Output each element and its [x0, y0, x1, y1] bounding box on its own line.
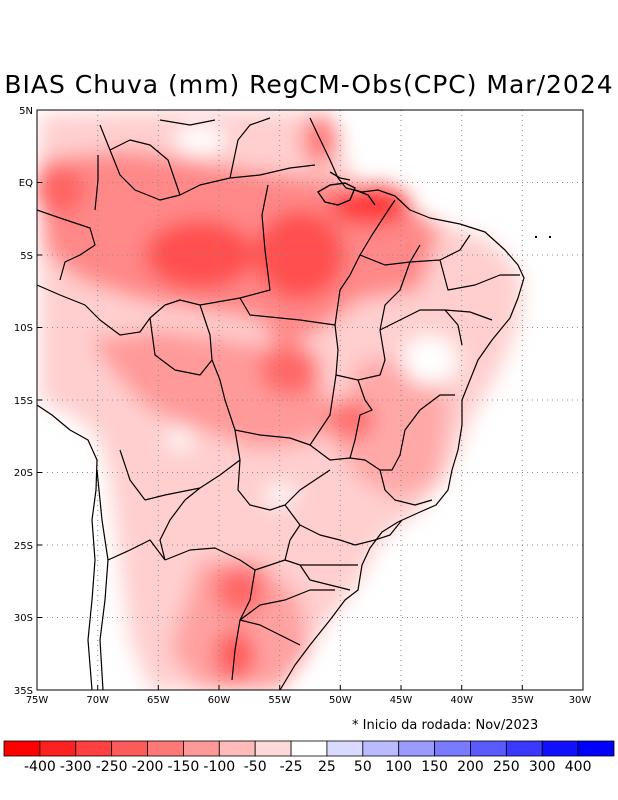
colorbar-swatch	[183, 740, 220, 757]
colorbar-label: -200	[132, 759, 164, 775]
colorbar-label: 25	[318, 759, 336, 775]
amazon-delta-islands	[316, 171, 376, 206]
colorbar-label: 300	[529, 759, 556, 775]
colorbar-swatch	[362, 740, 400, 757]
colorbar-label: 200	[457, 759, 484, 775]
lat-label: 20S	[14, 468, 33, 479]
colorbar-label: -250	[96, 759, 128, 775]
lon-label: 35W	[511, 695, 534, 706]
colorbar-label: 150	[421, 759, 448, 775]
colorbar-swatch	[577, 740, 615, 757]
colorbar-swatch	[218, 740, 256, 757]
colorbar-label: -50	[244, 759, 267, 775]
lon-label: 55W	[268, 695, 291, 706]
lon-label: 70W	[86, 695, 109, 706]
colorbar-label: -400	[24, 759, 56, 775]
lat-label: 10S	[14, 323, 33, 334]
lon-labels: 75W 70W 65W 60W 55W 50W 45W 40W 35W 30W	[26, 695, 592, 706]
lat-label: 30S	[14, 613, 33, 624]
colorbar-label: -300	[60, 759, 92, 775]
lat-label: 35S	[14, 686, 33, 697]
colorbar-swatch	[541, 740, 579, 757]
lat-label: 5N	[19, 106, 33, 117]
colorbar-swatch	[75, 740, 113, 757]
colorbar-label: 50	[354, 759, 372, 775]
lon-label: 60W	[208, 695, 231, 706]
colorbar-swatch	[470, 740, 507, 757]
colorbar-swatch	[147, 740, 184, 757]
colorbar-label: 250	[493, 759, 520, 775]
lon-label: 75W	[26, 695, 49, 706]
lat-label: 25S	[14, 541, 33, 552]
colorbar-swatch	[434, 740, 471, 757]
atlantic-islands	[535, 236, 551, 238]
colorbar-label: 400	[565, 759, 592, 775]
colorbar-swatch	[326, 740, 364, 757]
colorbar-label: -150	[168, 759, 200, 775]
colorbar-swatch	[398, 740, 435, 757]
lon-label: 45W	[390, 695, 413, 706]
lon-label: 50W	[329, 695, 352, 706]
colorbar	[3, 740, 615, 757]
lon-label: 40W	[450, 695, 473, 706]
tick-marks	[37, 182, 523, 690]
run-start-note: * Inicio da rodada: Nov/2023	[352, 718, 539, 733]
lat-label: 5S	[20, 251, 33, 262]
lon-label: 30W	[569, 695, 592, 706]
lat-label: 15S	[14, 396, 33, 407]
coastline	[279, 117, 525, 690]
colorbar-swatch	[111, 740, 148, 757]
lon-label: 65W	[147, 695, 170, 706]
lat-labels: 5N EQ 5S 10S 15S 20S 25S 30S 35S	[14, 106, 33, 697]
colorbar-label: -25	[280, 759, 303, 775]
colorbar-swatch	[254, 740, 292, 757]
map-title: BIAS Chuva (mm) RegCM-Obs(CPC) Mar/2024	[4, 70, 614, 99]
colorbar-swatch	[505, 740, 543, 757]
colorbar-swatch	[3, 740, 41, 757]
colorbar-label: -100	[203, 759, 235, 775]
lat-label: EQ	[19, 178, 33, 189]
colorbar-swatch	[290, 740, 328, 757]
colorbar-label: 100	[385, 759, 412, 775]
bias-field	[37, 110, 522, 690]
boundaries	[37, 117, 525, 690]
colorbar-swatch	[39, 740, 77, 757]
pacific-coast	[37, 404, 98, 690]
colorbar-labels: -400 -300 -250 -200 -150 -100 -50 -25 25 50 100 150…	[24, 759, 591, 775]
